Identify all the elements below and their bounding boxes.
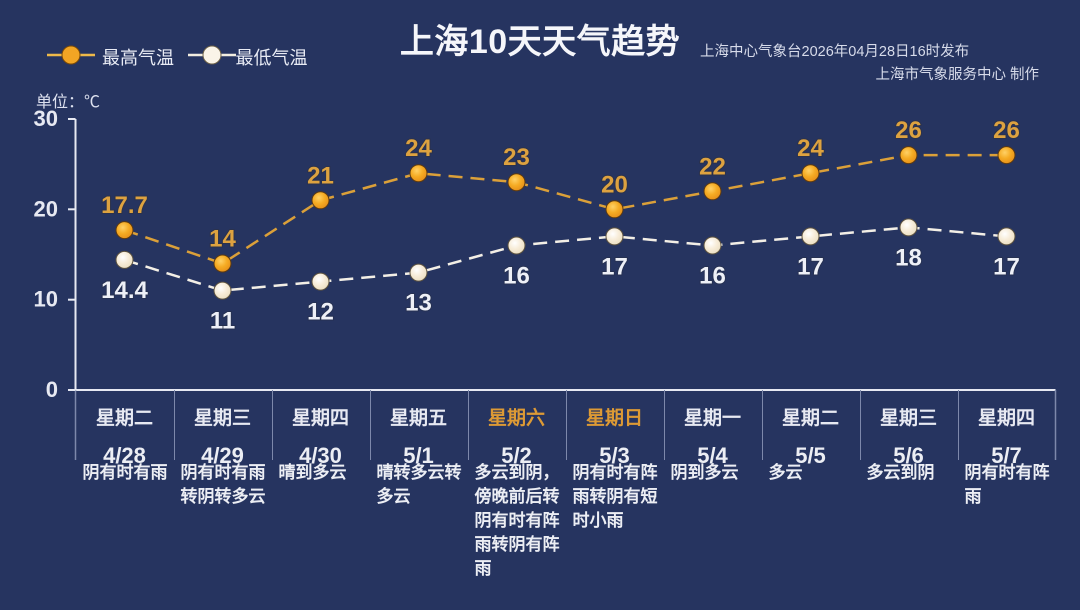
svg-text:12: 12 (307, 299, 334, 326)
svg-text:24: 24 (797, 135, 824, 162)
svg-text:11: 11 (210, 308, 235, 335)
svg-text:20: 20 (601, 171, 628, 198)
svg-text:24: 24 (405, 135, 432, 162)
svg-text:14: 14 (209, 226, 236, 253)
svg-text:17: 17 (797, 253, 824, 280)
svg-text:0: 0 (46, 377, 58, 402)
svg-text:26: 26 (993, 117, 1020, 144)
svg-text:17.7: 17.7 (101, 192, 148, 219)
svg-text:26: 26 (895, 117, 922, 144)
svg-text:22: 22 (699, 153, 726, 180)
svg-text:23: 23 (503, 144, 530, 171)
svg-text:21: 21 (307, 162, 334, 189)
svg-text:17: 17 (993, 253, 1020, 280)
svg-text:17: 17 (601, 253, 628, 280)
svg-text:16: 16 (699, 263, 726, 290)
svg-text:10: 10 (34, 287, 58, 312)
svg-text:13: 13 (405, 290, 432, 317)
svg-text:16: 16 (503, 263, 530, 290)
svg-text:20: 20 (34, 196, 58, 221)
svg-text:14.4: 14.4 (101, 277, 148, 304)
svg-text:30: 30 (34, 106, 58, 131)
svg-text:18: 18 (895, 244, 922, 271)
